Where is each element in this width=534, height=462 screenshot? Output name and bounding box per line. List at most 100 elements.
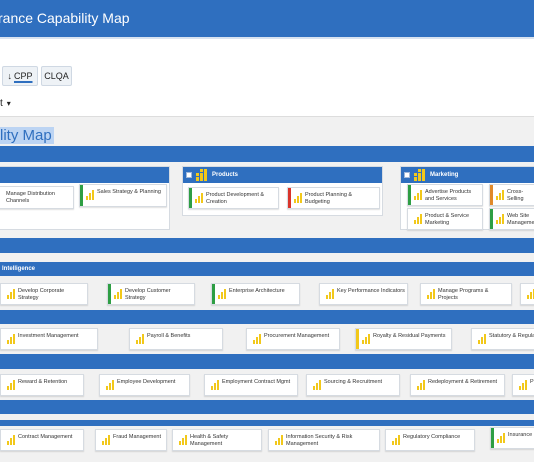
grid-chart-icon [497, 433, 505, 445]
capability-card-label: Cross-Selling [507, 189, 524, 202]
download-arrow-icon: ↓ [7, 71, 12, 81]
view-dropdown[interactable]: t ▾ [0, 98, 11, 109]
capability-card[interactable]: Employee Development [99, 374, 190, 396]
grid-chart-icon [7, 334, 15, 346]
domain-band-5 [0, 400, 534, 414]
capability-card-label: Health & Safety Management [190, 434, 229, 447]
capability-card[interactable]: Employment Contract Mgmt [204, 374, 298, 396]
grid-chart-icon [253, 334, 261, 346]
grid-chart-icon [427, 289, 435, 301]
capability-card-label: Develop Corporate Strategy [18, 288, 65, 301]
capability-card[interactable]: Fraud Management [95, 429, 167, 451]
grid-chart-icon [179, 435, 187, 447]
capability-card-label: Product Planning & Budgeting [305, 192, 353, 205]
grid-chart-icon [294, 193, 302, 205]
grid-chart-icon [478, 334, 486, 346]
grid-chart-icon [414, 214, 422, 226]
capability-card[interactable]: Advertise Products and Services [407, 184, 483, 206]
clqa-button-label: CLQA [44, 71, 69, 81]
capability-card[interactable]: Product & Service Marketing [407, 208, 483, 230]
capability-card-label: Employee Development [117, 379, 176, 385]
grid-chart-icon [519, 380, 527, 392]
app-title: rance Capability Map [0, 10, 130, 26]
grid-chart-icon [196, 169, 208, 183]
status-stripe [189, 188, 192, 208]
capability-card-label: Reward & Retention [18, 379, 68, 385]
capability-card-label: Payroll & Benefits [147, 333, 191, 339]
capability-card[interactable] [520, 283, 534, 305]
capability-card[interactable]: Contract Management [0, 429, 84, 451]
capability-card-label: Sourcing & Recruitment [324, 379, 383, 385]
cpp-button-label: CPP [13, 71, 33, 81]
status-stripe [288, 188, 291, 208]
grid-chart-icon [362, 334, 370, 346]
status-stripe [356, 329, 359, 349]
capability-card[interactable]: Redeployment & Retirement [410, 374, 505, 396]
capability-card[interactable]: Develop Customer Strategy [107, 283, 195, 305]
capability-card-label: Regulatory Compliance [403, 434, 461, 440]
grid-chart-icon [114, 289, 122, 301]
capability-card-label: Develop Customer Strategy [125, 288, 171, 301]
panel-title: Marketing [430, 172, 459, 178]
capability-card-label: Investment Management [18, 333, 79, 339]
capability-card-label: Product Development & Creation [206, 192, 265, 205]
capability-card[interactable]: Insurance M [490, 427, 534, 449]
panel-header: Marketing [401, 167, 534, 183]
capability-card-label: Manage Distribution Channels [6, 191, 55, 204]
capability-card[interactable]: Enterprise Architecture [211, 283, 300, 305]
grid-chart-icon [417, 380, 425, 392]
capability-card-label: Advertise Products and Services [425, 189, 472, 202]
status-stripe [80, 185, 83, 206]
domain-band-1 [0, 146, 534, 162]
capability-card[interactable]: Investment Management [0, 328, 98, 350]
domain-band-4 [0, 354, 534, 369]
capability-card[interactable]: Cross-Selling [489, 184, 534, 206]
status-stripe [108, 284, 111, 304]
grid-chart-icon [527, 289, 534, 301]
capability-card-label: Insurance M [508, 432, 534, 438]
status-stripe [408, 185, 411, 205]
clqa-button[interactable]: CLQA [41, 66, 72, 86]
cpp-button[interactable]: ↓ CPP [2, 66, 38, 86]
capability-card[interactable]: Product Planning & Budgeting [287, 187, 380, 209]
grid-chart-icon [211, 380, 219, 392]
view-dropdown-value: t [0, 98, 3, 109]
capability-card[interactable]: Information Security & Risk Management [268, 429, 380, 451]
capability-card-label: Manage Programs & Projects [438, 288, 489, 301]
capability-card-label: Employment Contract Mgmt [222, 379, 291, 385]
capability-card[interactable]: Regulatory Compliance [385, 429, 475, 451]
grid-chart-icon [136, 334, 144, 346]
capability-card-label: Fraud Management [113, 434, 161, 440]
capability-card[interactable]: Reward & Retention [0, 374, 84, 396]
grid-chart-icon [86, 190, 94, 202]
capability-card-label: Royalty & Residual Payments [373, 333, 446, 339]
collapse-square-icon[interactable] [186, 172, 192, 178]
capability-panel-sales: Manage Distribution Channels Sales Strat… [0, 166, 170, 230]
capability-card[interactable]: Manage Distribution Channels [0, 186, 74, 209]
capability-card[interactable]: Key Performance Indicators [319, 283, 408, 305]
map-title: lity Map [0, 127, 54, 144]
chevron-down-icon: ▾ [6, 99, 11, 108]
status-stripe [491, 428, 494, 448]
capability-card[interactable]: Manage Programs & Projects [420, 283, 512, 305]
capability-card[interactable]: Product Development & Creation [188, 187, 279, 209]
capability-card[interactable]: Payroll & Benefits [129, 328, 223, 350]
capability-card[interactable]: Health & Safety Management [172, 429, 262, 451]
capability-card[interactable]: Develop Corporate Strategy [0, 283, 88, 305]
capability-card[interactable]: P [512, 374, 534, 396]
capability-card[interactable]: Sourcing & Recruitment [306, 374, 400, 396]
domain-band-6 [0, 420, 534, 426]
section-divider [0, 116, 534, 117]
domain-band-intelligence: Intelligence [0, 262, 534, 276]
capability-card-label: Redeployment & Retirement [428, 379, 498, 385]
status-stripe [212, 284, 215, 304]
capability-card[interactable]: Royalty & Residual Payments [355, 328, 452, 350]
capability-card-label: P [530, 379, 534, 385]
collapse-square-icon[interactable] [404, 172, 410, 178]
capability-card[interactable]: Statutory & Regulato [471, 328, 534, 350]
capability-card[interactable]: Sales Strategy & Planning [79, 184, 167, 207]
grid-chart-icon [102, 435, 110, 447]
capability-panel-products: Products Product Development & Creation … [182, 166, 383, 216]
capability-card[interactable]: Web Site Management [489, 208, 534, 230]
capability-card[interactable]: Procurement Management [246, 328, 340, 350]
